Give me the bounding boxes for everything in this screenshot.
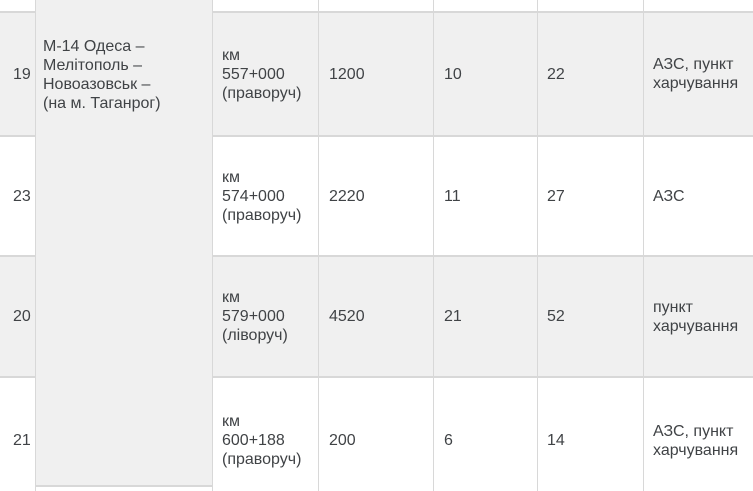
cell-col4-value: 200 bbox=[329, 432, 356, 449]
grid-line bbox=[0, 376, 753, 378]
cell-col5-value: 11 bbox=[444, 187, 461, 205]
cell-services: АЗС bbox=[653, 187, 685, 205]
road-name: М-14 Одеса – Мелітополь – Новоазовськ – … bbox=[43, 38, 161, 112]
cell-row-number: 23 bbox=[13, 187, 31, 205]
cell-col6-value: 27 bbox=[547, 187, 565, 205]
cell-row-number: 20 bbox=[13, 308, 31, 325]
grid-line bbox=[35, 0, 36, 491]
cell-location: км 557+000 (праворуч) bbox=[222, 46, 302, 102]
grid-line bbox=[318, 0, 319, 491]
cell-col6-value: 22 bbox=[547, 65, 565, 83]
cell-col6-value: 52 bbox=[547, 308, 565, 325]
cell-col5-value: 6 bbox=[444, 432, 453, 449]
cell-services: АЗС, пункт харчування bbox=[653, 56, 739, 92]
cell-col6-value: 14 bbox=[547, 432, 565, 449]
cell-services: АЗС, пункт харчування bbox=[653, 422, 739, 459]
cell-col4-value: 4520 bbox=[329, 308, 365, 325]
cell-row-number: 19 bbox=[13, 65, 31, 83]
cell-col4-value: 1200 bbox=[329, 65, 365, 83]
grid-line bbox=[537, 0, 538, 491]
cell-location: км 579+000 (ліворуч) bbox=[222, 289, 288, 344]
grid-line bbox=[0, 11, 753, 13]
cell-location: км 574+000 (праворуч) bbox=[222, 168, 302, 224]
grid-line bbox=[0, 255, 753, 257]
grid-line bbox=[643, 0, 644, 491]
cell-location: км 600+188 (праворуч) bbox=[222, 413, 302, 468]
grid-line bbox=[0, 135, 753, 137]
cell-col5-value: 10 bbox=[444, 65, 462, 83]
grid-line bbox=[433, 0, 434, 491]
cell-services: пункт харчування bbox=[653, 298, 739, 335]
cell-col5-value: 21 bbox=[444, 308, 462, 325]
cell-col4-value: 2220 bbox=[329, 187, 365, 205]
cell-row-number: 21 bbox=[13, 432, 31, 449]
road-name-cell bbox=[36, 0, 213, 487]
